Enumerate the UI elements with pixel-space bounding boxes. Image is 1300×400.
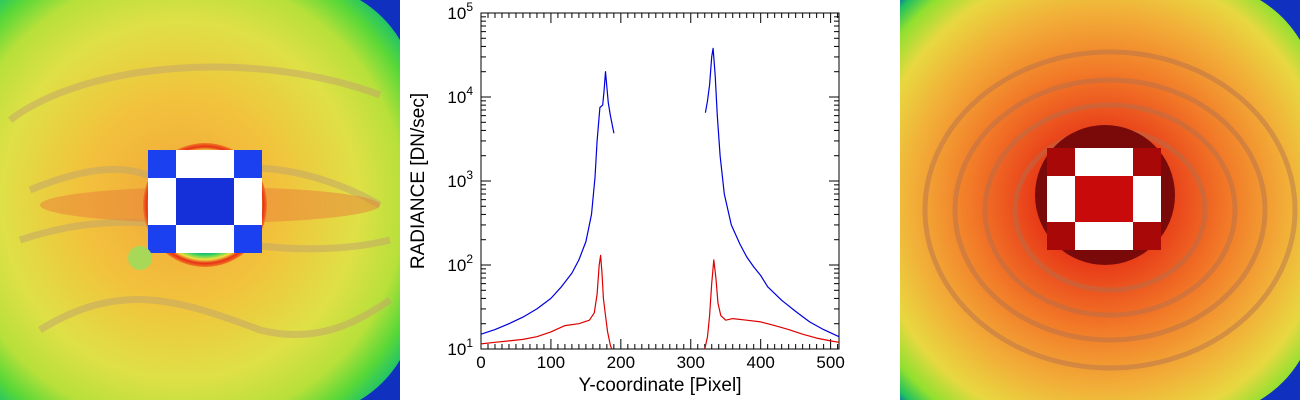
x-tick-label: 300 <box>677 353 705 372</box>
series-line-red <box>480 254 613 350</box>
left-scatter-image <box>0 0 400 400</box>
left-corner-top-right <box>360 0 400 40</box>
plot-area <box>480 12 840 350</box>
right-corner-top-right <box>1260 0 1300 40</box>
x-tick-label: 200 <box>607 353 635 372</box>
series-line-blue <box>480 71 615 335</box>
x-tick-label: 0 <box>476 353 485 372</box>
y-tick-label: 102 <box>447 252 473 275</box>
y-tick-label: 101 <box>447 336 473 359</box>
left-ghost-blob <box>128 246 152 270</box>
left-corner-bottom-right <box>360 360 400 400</box>
y-axis-tick-labels: 101 102 103 104 105 <box>447 0 473 359</box>
series-lines <box>480 47 840 350</box>
x-tick-label: 400 <box>747 353 775 372</box>
y-axis-label: RADIANCE [DN/sec] <box>408 93 429 269</box>
x-tick-label: 100 <box>537 353 565 372</box>
radiance-chart: 0 100 200 300 400 500 101 102 103 104 105 Y-coord… <box>408 0 845 396</box>
series-line-blue <box>704 47 840 338</box>
y-axis-ticks <box>481 12 839 350</box>
right-core-mask <box>1047 148 1161 250</box>
right-scatter-image <box>900 0 1300 400</box>
left-core-mask <box>148 150 262 253</box>
x-axis-ticks <box>480 13 839 349</box>
series-line-red <box>704 259 840 350</box>
y-tick-label: 103 <box>447 168 473 191</box>
x-tick-label: 500 <box>816 353 844 372</box>
y-tick-label: 105 <box>447 0 473 23</box>
x-axis-tick-labels: 0 100 200 300 400 500 <box>476 353 845 372</box>
y-tick-label: 104 <box>447 84 473 107</box>
right-corner-bottom-right <box>1260 360 1300 400</box>
x-axis-label: Y-coordinate [Pixel] <box>578 375 741 396</box>
